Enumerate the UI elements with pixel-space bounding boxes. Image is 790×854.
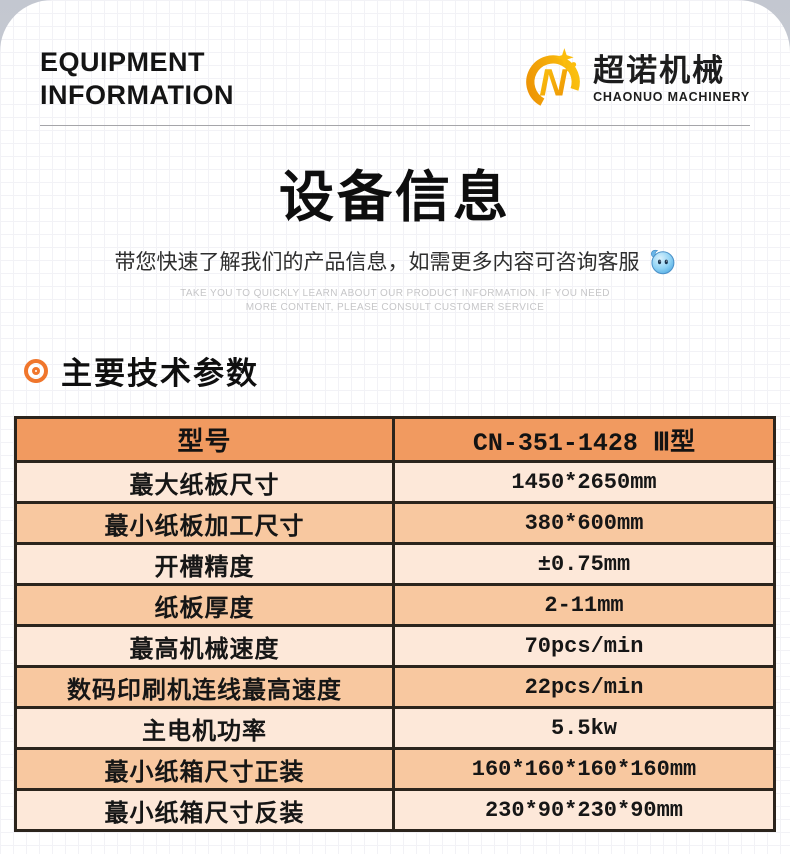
logo-name-cn: 超诺机械 xyxy=(593,53,726,88)
page-title-line1: EQUIPMENT xyxy=(40,47,206,77)
spec-value-cell: 2-11mm xyxy=(392,583,776,627)
spec-header-model-label: 型号 xyxy=(14,416,395,463)
svg-text:N: N xyxy=(539,62,568,105)
spec-label-cell: 蕞大纸板尺寸 xyxy=(14,460,395,504)
hero-note-en: TAKE YOU TO QUICKLY LEARN ABOUT OUR PROD… xyxy=(0,287,790,315)
spec-value-cell: 380*600mm xyxy=(392,501,776,545)
hero-subtitle: 带您快速了解我们的产品信息，如需更多内容可咨询客服 xyxy=(114,251,640,274)
hero-note-line1: TAKE YOU TO QUICKLY LEARN ABOUT OUR PROD… xyxy=(180,288,610,299)
spec-header-model-value: CN-351-1428 Ⅲ型 xyxy=(392,416,776,463)
spec-table-row: 蕞小纸箱尺寸正装 160*160*160*160mm xyxy=(14,747,776,791)
spec-value-cell: 70pcs/min xyxy=(392,624,776,668)
header-divider xyxy=(40,125,750,126)
spec-table-row: 蕞大纸板尺寸 1450*2650mm xyxy=(14,460,776,504)
hero-title: 设备信息 xyxy=(278,166,511,228)
spec-label-cell: 开槽精度 xyxy=(14,542,395,586)
spec-label-cell: 蕞小纸板加工尺寸 xyxy=(14,501,395,545)
page-title-line2: INFORMATION xyxy=(40,80,234,110)
spec-table-row: 蕞小纸板加工尺寸 380*600mm xyxy=(14,501,776,545)
spec-value-cell: ±0.75mm xyxy=(392,542,776,586)
logo-n-swoosh-icon: N xyxy=(526,48,580,109)
spec-label-cell: 蕞小纸箱尺寸反装 xyxy=(14,788,395,832)
logo-wordmark: 超诺机械 CHAONUO MACHINERY xyxy=(593,53,750,105)
spec-label-cell: 主电机功率 xyxy=(14,706,395,750)
section-title: 主要技术参数 xyxy=(61,356,259,391)
spec-table-row: 开槽精度 ±0.75mm xyxy=(14,542,776,586)
spec-table-header-row: 型号 CN-351-1428 Ⅲ型 xyxy=(14,416,776,463)
page-header: EQUIPMENT INFORMATION N 超诺机械 CHAONUO xyxy=(0,46,790,112)
spec-table-row: 纸板厚度 2-11mm xyxy=(14,583,776,627)
hero-subtitle-row: 带您快速了解我们的产品信息，如需更多内容可咨询客服 xyxy=(0,246,790,276)
spec-label-cell: 数码印刷机连线蕞高速度 xyxy=(14,665,395,709)
brand-logo: N 超诺机械 CHAONUO MACHINERY xyxy=(519,46,750,112)
spec-table: 型号 CN-351-1428 Ⅲ型 蕞大纸板尺寸 1450*2650mm 蕞小纸板加… xyxy=(14,416,776,832)
spec-label-cell: 纸板厚度 xyxy=(14,583,395,627)
double-ring-bullet-icon xyxy=(24,358,48,383)
spec-value-cell: 160*160*160*160mm xyxy=(392,747,776,791)
spec-value-cell: 22pcs/min xyxy=(392,665,776,709)
spec-value-cell: 5.5kw xyxy=(392,706,776,750)
page-title-en: EQUIPMENT INFORMATION xyxy=(40,46,234,112)
spec-table-row: 数码印刷机连线蕞高速度 22pcs/min xyxy=(14,665,776,709)
spec-table-row: 蕞高机械速度 70pcs/min xyxy=(14,624,776,668)
blue-ball-customer-service-icon xyxy=(650,249,674,274)
logo-name-en: CHAONUO MACHINERY xyxy=(593,90,750,104)
spec-value-cell: 1450*2650mm xyxy=(392,460,776,504)
spec-label-cell: 蕞高机械速度 xyxy=(14,624,395,668)
spec-value-cell: 230*90*230*90mm xyxy=(392,788,776,832)
section-header-tech-params: 主要技术参数 xyxy=(24,348,790,393)
spec-table-body: 蕞大纸板尺寸 1450*2650mm 蕞小纸板加工尺寸 380*600mm 开槽精度 ±0… xyxy=(14,460,776,832)
spec-label-cell: 蕞小纸箱尺寸正装 xyxy=(14,747,395,791)
hero-note-line2: MORE CONTENT, PLEASE CONSULT CUSTOMER SE… xyxy=(245,302,545,313)
spec-table-row: 主电机功率 5.5kw xyxy=(14,706,776,750)
spec-table-row: 蕞小纸箱尺寸反装 230*90*230*90mm xyxy=(14,788,776,832)
